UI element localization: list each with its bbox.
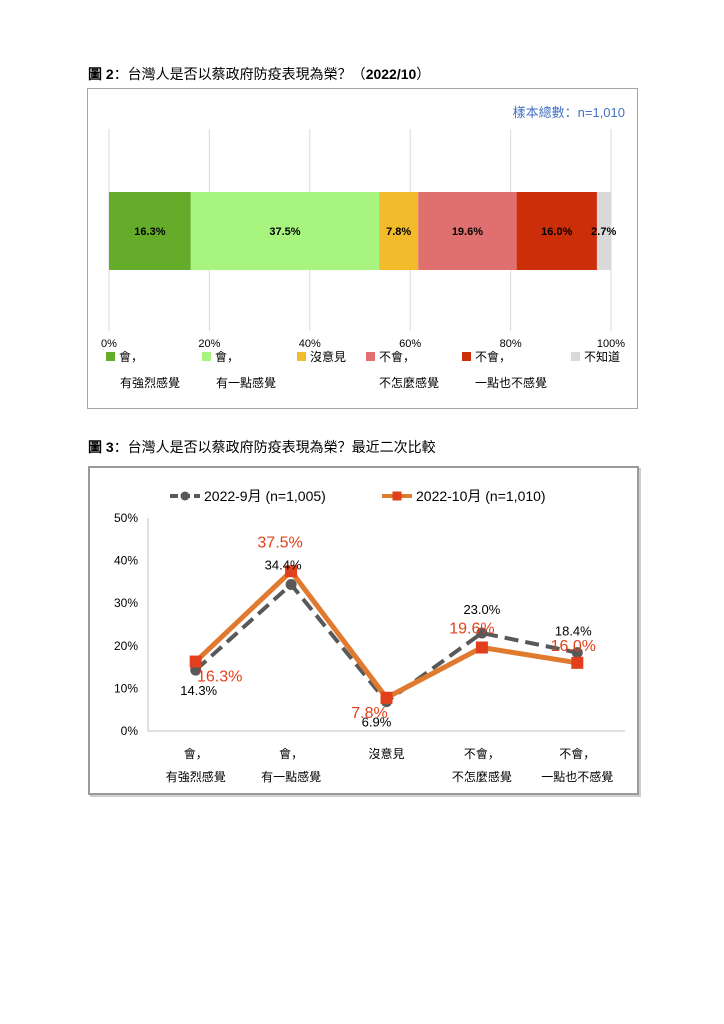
legend-marker <box>180 491 190 501</box>
legend-label-line1: 不知道 <box>584 350 620 364</box>
figure2-caption: 圖 2：台灣人是否以蔡政府防疫表現為榮？（2022/10） <box>88 64 430 84</box>
figure2-stacked-bar-chart: 樣本總數：n=1,010 0% 20% 40% 60% 80% 100% 16.3% 37.5%… <box>101 105 625 390</box>
bar-segment <box>418 192 517 270</box>
point-2022-9 <box>285 578 297 590</box>
x-tick-label: 0% <box>101 338 117 350</box>
x-tick-label-line2: 有強烈感覺 <box>166 769 226 784</box>
bar-segment <box>379 192 419 270</box>
figure2-caption-date: 2022/10 <box>365 66 417 82</box>
y-tick-label: 10% <box>114 681 138 695</box>
sample-size-note: 樣本總數：n=1,010 <box>513 105 625 120</box>
bar-value-label: 19.6% <box>452 226 483 238</box>
point-2022-10 <box>571 656 584 669</box>
x-tick-label: 100% <box>597 338 625 350</box>
legend-swatch <box>571 352 580 361</box>
figure2-caption-label: 圖 2 <box>88 66 114 82</box>
x-tick-label-line2: 有一點感覺 <box>261 769 321 784</box>
figure2-caption-text: ：台灣人是否以蔡政府防疫表現為榮？（ <box>113 67 366 83</box>
x-tick-label: 20% <box>198 338 220 350</box>
figure3-caption-label: 圖 3 <box>88 439 114 455</box>
data-label-2022-10: 16.3% <box>197 669 242 686</box>
legend-label-line1: 沒意見 <box>310 349 346 364</box>
bar-value-label: 7.8% <box>386 226 411 238</box>
legend-label-line1: 會， <box>119 350 143 364</box>
figure3-caption-text: ：台灣人是否以蔡政府防疫表現為榮？最近二次比較 <box>113 440 436 456</box>
legend-label-line2: 不怎麼感覺 <box>379 375 439 390</box>
data-label-2022-9: 14.3% <box>180 683 217 698</box>
bar-segment <box>190 192 380 270</box>
point-2022-10 <box>285 565 298 578</box>
legend-label-line1: 不會， <box>379 350 415 364</box>
bar-value-label: 16.0% <box>541 226 572 238</box>
legend-marker <box>392 491 402 501</box>
figure3-chart-panel: 0% 10% 20% 30% 40% 50% 會， 有強烈感覺 會， 有一點感覺 沒意見 不會， 不怎麼… <box>88 466 639 795</box>
legend-swatch <box>202 352 211 361</box>
figure2-caption-end: ） <box>416 67 431 83</box>
legend-label: 2022-10月 (n=1,010) <box>416 488 546 504</box>
figure3-line-chart: 0% 10% 20% 30% 40% 50% 會， 有強烈感覺 會， 有一點感覺 沒意見 不會， 不怎麼… <box>114 488 625 784</box>
bar-segment <box>109 192 191 270</box>
legend-label-line2: 有一點感覺 <box>216 375 276 390</box>
x-tick-label-line1: 會， <box>184 747 208 761</box>
bar-segment <box>596 192 611 270</box>
figure3-caption: 圖 3：台灣人是否以蔡政府防疫表現為榮？最近二次比較 <box>88 437 436 457</box>
bar-value-label: 16.3% <box>134 226 165 238</box>
bar-value-label: 2.7% <box>591 226 616 238</box>
x-tick-label: 40% <box>299 338 321 350</box>
data-label-2022-9: 18.4% <box>555 624 592 639</box>
y-tick-label: 30% <box>114 596 138 610</box>
point-2022-10 <box>475 641 488 654</box>
data-label-2022-9: 23.0% <box>463 602 500 617</box>
data-label-2022-10: 19.6% <box>449 621 494 638</box>
x-tick-label-line2: 一點也不感覺 <box>541 769 613 784</box>
bar-value-label: 37.5% <box>269 226 300 238</box>
point-2022-9 <box>571 647 583 659</box>
x-tick-label: 60% <box>399 338 421 350</box>
legend-swatch <box>366 352 375 361</box>
x-tick-label-line1: 會， <box>279 747 303 761</box>
series-line-2022-10 <box>193 567 578 701</box>
x-tick-label-line1: 不會， <box>464 747 500 761</box>
x-tick-label-line2: 不怎麼感覺 <box>452 769 512 784</box>
y-tick-label: 0% <box>121 724 139 738</box>
point-2022-9 <box>476 627 488 639</box>
data-label-2022-10: 16.0% <box>551 638 596 655</box>
point-2022-10 <box>189 655 202 668</box>
data-label-2022-9: 6.9% <box>362 715 392 730</box>
y-tick-label: 40% <box>114 554 138 568</box>
legend-swatch <box>297 352 306 361</box>
x-tick-label-line1: 沒意見 <box>368 746 404 761</box>
figure2-chart-panel: 樣本總數：n=1,010 0% 20% 40% 60% 80% 100% 16.3% 37.5%… <box>87 88 638 409</box>
y-tick-label: 50% <box>114 511 138 525</box>
bar-segment <box>516 192 597 270</box>
legend-label-line1: 會， <box>215 350 239 364</box>
x-tick-label: 80% <box>500 338 522 350</box>
legend-swatch <box>106 352 115 361</box>
data-label-2022-9: 34.4% <box>265 557 302 572</box>
point-2022-10 <box>380 691 393 704</box>
data-label-2022-10: 37.5% <box>257 534 302 551</box>
data-label-2022-10: 7.8% <box>351 705 387 722</box>
y-tick-label: 20% <box>114 639 138 653</box>
legend-swatch <box>462 352 471 361</box>
x-tick-label-line1: 不會， <box>559 747 595 761</box>
legend-label: 2022-9月 (n=1,005) <box>204 488 326 504</box>
series-line-2022-9 <box>194 581 578 705</box>
legend-label-line2: 一點也不感覺 <box>475 375 547 390</box>
legend-label-line1: 不會， <box>475 350 511 364</box>
legend-label-line2: 有強烈感覺 <box>120 375 180 390</box>
